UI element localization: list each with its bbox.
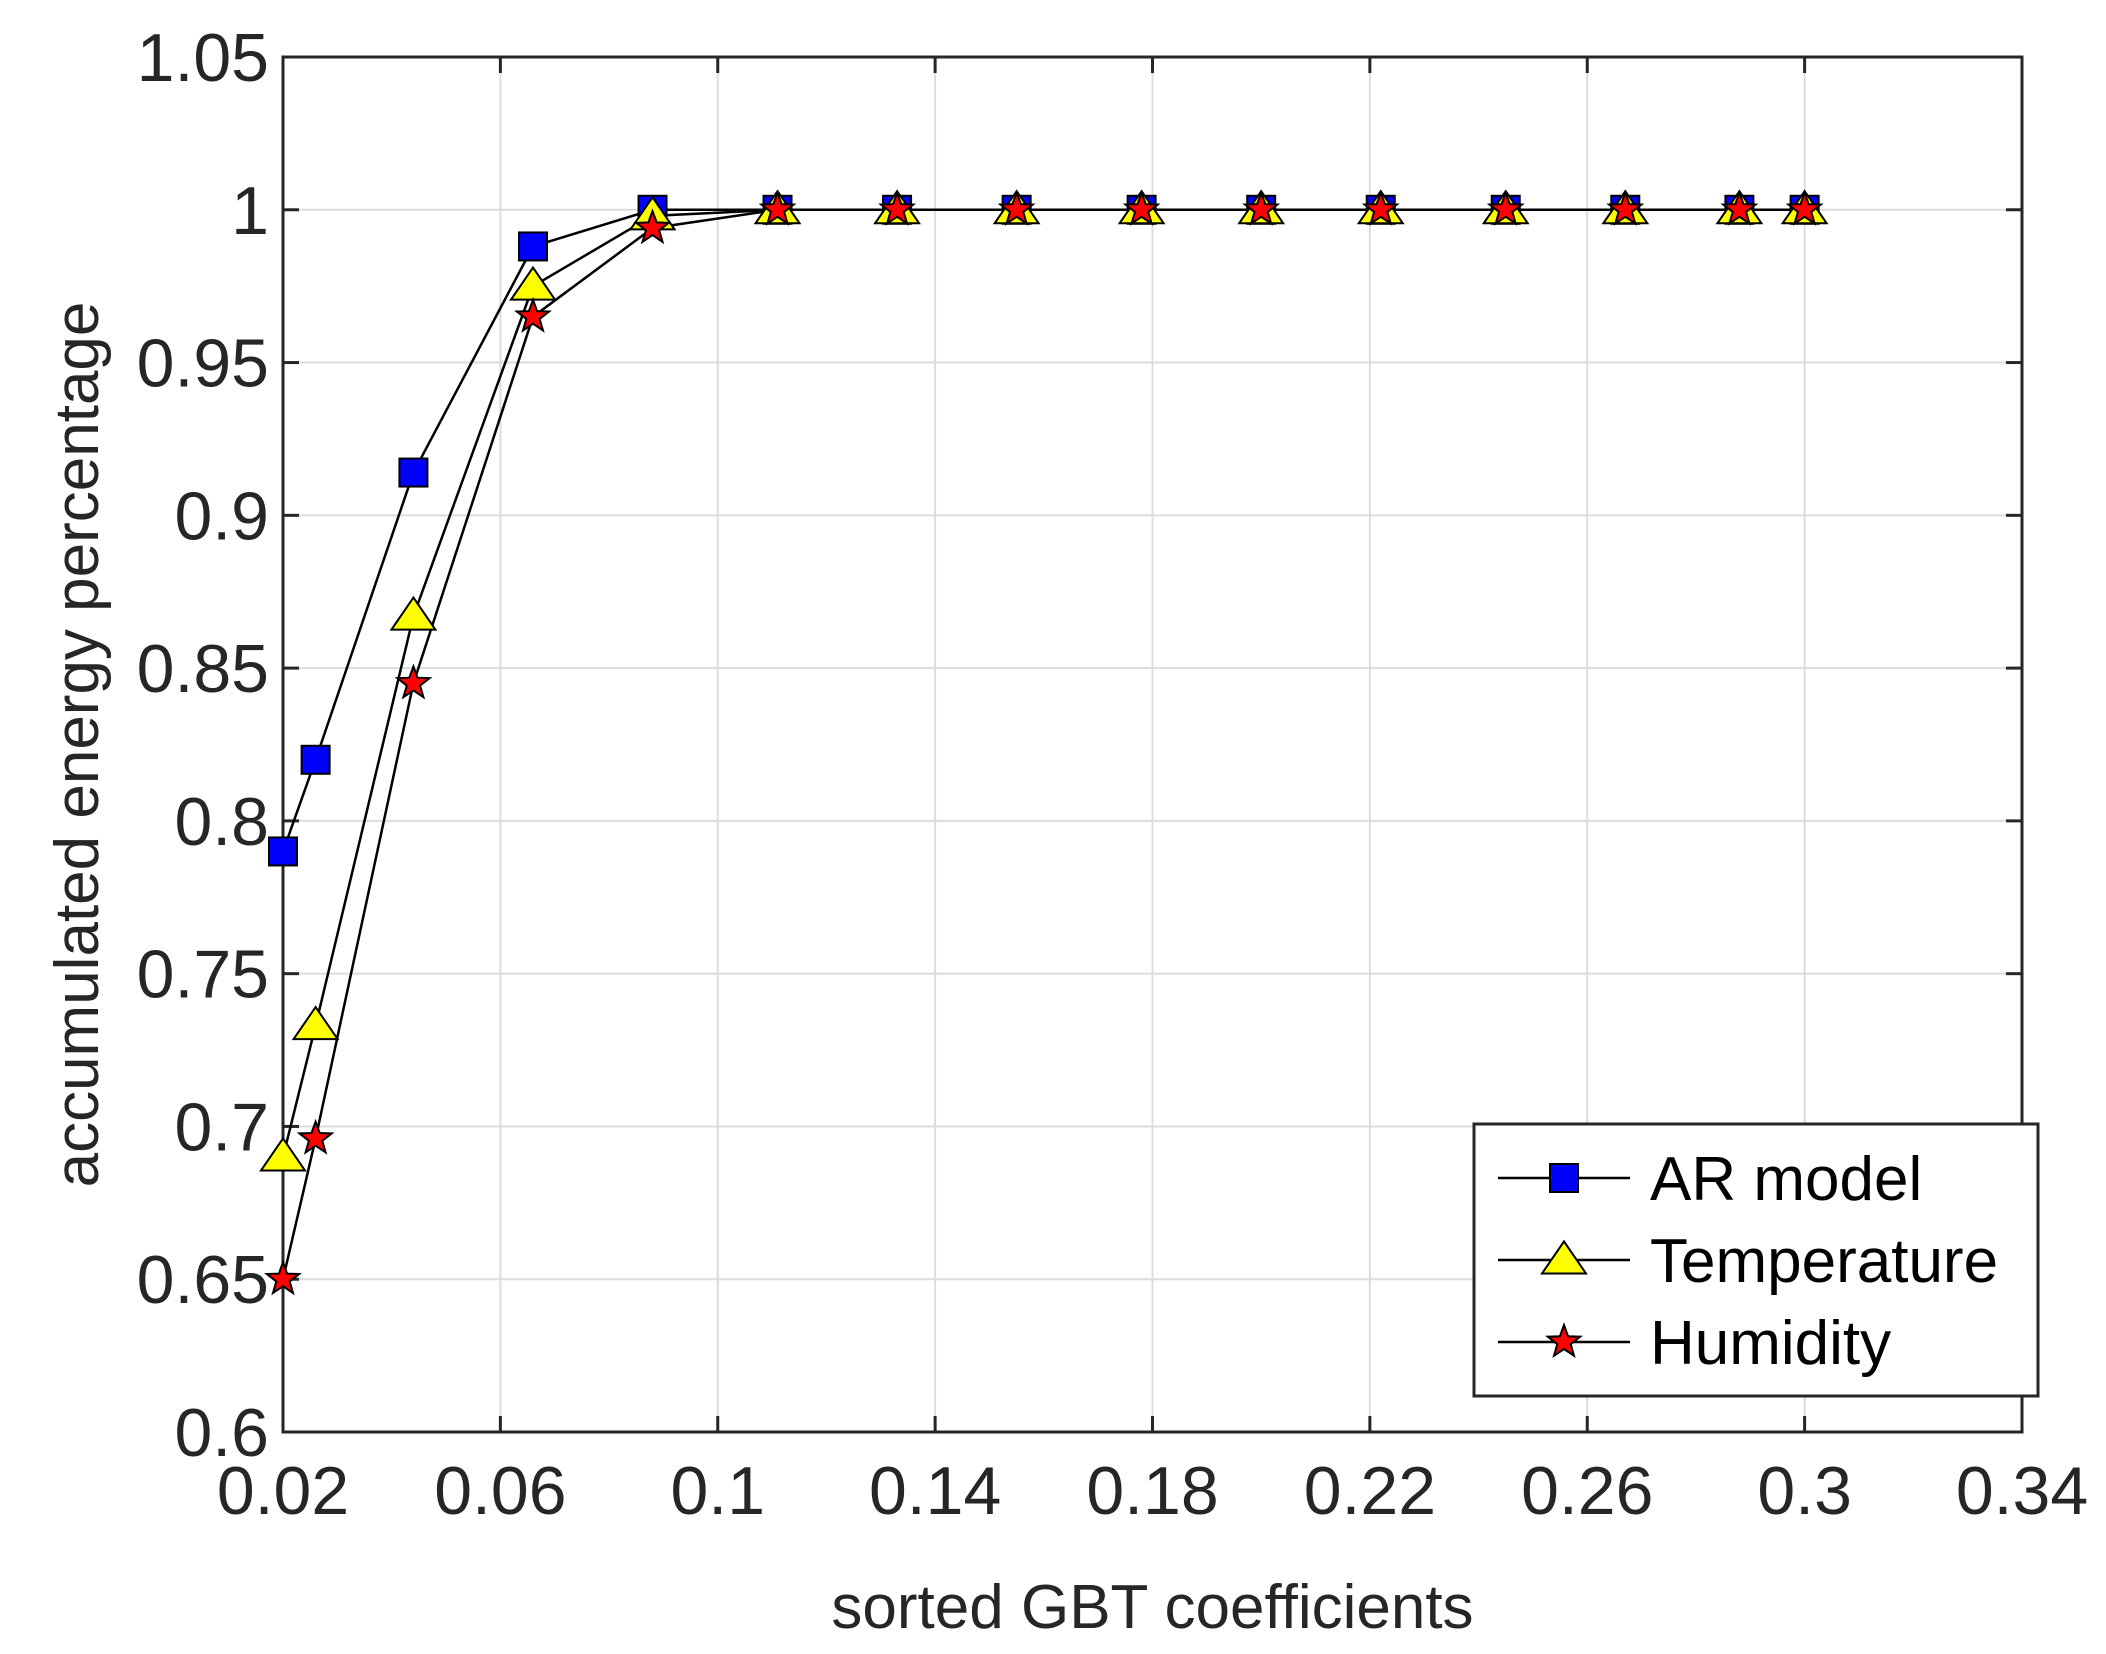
- legend-entry-label: Humidity: [1650, 1309, 1891, 1378]
- data-point-star: [758, 189, 797, 226]
- y-tick-label: 0.65: [137, 1242, 269, 1318]
- data-point-star: [1122, 189, 1161, 226]
- data-point-star: [1720, 189, 1759, 226]
- x-tick-label: 0.22: [1304, 1453, 1436, 1529]
- data-point-star: [633, 208, 672, 245]
- legend-marker: [1540, 1239, 1588, 1275]
- data-point-star: [1361, 189, 1400, 226]
- data-point-star: [1486, 189, 1525, 226]
- data-point-star: [296, 1118, 335, 1155]
- data-point-star: [394, 663, 433, 700]
- data-point-triangle: [291, 1005, 340, 1041]
- y-tick-label: 0.7: [174, 1089, 269, 1165]
- x-tick-label: 0.1: [670, 1453, 765, 1529]
- x-tick-label: 0.18: [1086, 1453, 1218, 1529]
- data-point-square: [268, 836, 298, 867]
- data-point-triangle: [389, 595, 438, 631]
- y-tick-label: 0.95: [137, 326, 269, 402]
- y-tick-label: 0.9: [174, 478, 269, 554]
- y-tick-label: 1: [231, 173, 269, 249]
- data-point-star: [264, 1259, 302, 1296]
- x-axis-label: sorted GBT coefficients: [831, 1573, 1473, 1642]
- x-tick-label: 0.02: [217, 1453, 349, 1529]
- x-tick-label: 0.3: [1757, 1453, 1852, 1529]
- y-tick-label: 0.8: [174, 784, 269, 860]
- data-point-square: [398, 457, 429, 488]
- data-point-star: [1242, 189, 1281, 226]
- data-point-square: [517, 231, 548, 262]
- data-point-square: [300, 744, 331, 775]
- data-point-star: [514, 296, 552, 333]
- data-point-triangle: [259, 1136, 307, 1172]
- x-tick-label: 0.26: [1521, 1453, 1653, 1529]
- legend-marker: [1549, 1163, 1579, 1193]
- x-tick-label: 0.06: [434, 1453, 566, 1529]
- data-series: [259, 189, 1829, 1296]
- data-point-star: [1785, 189, 1824, 226]
- axis-ticks: 0.02 0.06 0.1 0.14 0.18 0.22 0.26 0.3 0.34 0.6 0.6…: [137, 20, 2089, 1529]
- y-axis-label: accumulated energy percentage: [43, 302, 112, 1188]
- data-point-star: [997, 189, 1036, 226]
- y-tick-label: 0.6: [174, 1395, 269, 1471]
- x-tick-label: 0.14: [869, 1453, 1001, 1529]
- y-tick-label: 0.75: [137, 937, 269, 1013]
- legend-entry-label: Temperature: [1650, 1227, 1998, 1296]
- legend-marker: [1545, 1322, 1583, 1359]
- data-point-star: [1606, 189, 1645, 226]
- legend-entry-label: AR model: [1650, 1145, 1922, 1214]
- y-tick-label: 1.05: [137, 20, 269, 96]
- x-tick-label: 0.34: [1956, 1453, 2088, 1529]
- legend: AR model Temperature Humidity: [1472, 1122, 2040, 1398]
- data-point-star: [878, 189, 917, 226]
- y-tick-label: 0.85: [137, 631, 269, 707]
